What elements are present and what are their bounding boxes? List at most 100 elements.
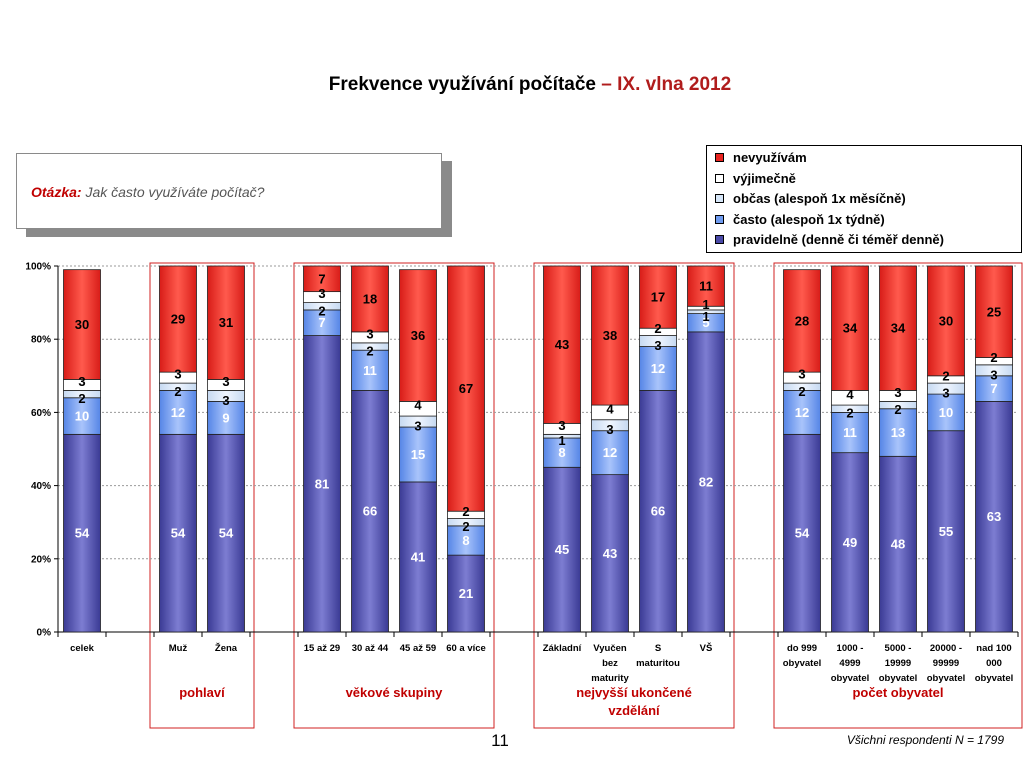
- category-label: obyvatel: [927, 673, 966, 684]
- bar-segment: [303, 265, 341, 293]
- data-label: 2: [174, 384, 181, 399]
- bar-segment: [159, 433, 197, 633]
- y-tick-label: 80%: [31, 335, 51, 346]
- bar-segment: [447, 525, 485, 556]
- data-label: 3: [606, 422, 613, 437]
- group-label: vzdělání: [608, 703, 660, 718]
- data-label: 43: [555, 337, 569, 352]
- bar-segment: [927, 393, 965, 432]
- bar-segment: [399, 481, 437, 633]
- legend-swatch: [715, 153, 724, 162]
- data-label: 2: [462, 504, 469, 519]
- bar-segment: [783, 390, 821, 435]
- group-frame: [533, 262, 735, 729]
- data-label: 4: [606, 401, 614, 416]
- data-label: 67: [459, 381, 473, 396]
- footnote: Všichni respondenti N = 1799: [846, 733, 1004, 747]
- data-label: 34: [891, 321, 906, 336]
- data-label: 4: [414, 398, 422, 413]
- data-label: 8: [558, 445, 565, 460]
- data-label: 2: [78, 391, 85, 406]
- bar-segment: [351, 265, 389, 333]
- data-label: 3: [414, 419, 421, 434]
- bar-segment: [543, 265, 581, 424]
- data-label: 9: [222, 410, 229, 425]
- bar-segment: [927, 265, 965, 377]
- data-label: 12: [795, 405, 809, 420]
- group-label: nejvyšší ukončené: [576, 685, 692, 700]
- category-label: bez: [602, 658, 618, 669]
- data-label: 2: [654, 321, 661, 336]
- data-label: 21: [459, 586, 473, 601]
- data-label: 49: [843, 535, 857, 550]
- data-label: 4: [846, 387, 854, 402]
- data-label: 3: [174, 367, 181, 382]
- data-label: 2: [462, 519, 469, 534]
- category-label: 45 až 59: [400, 643, 436, 654]
- legend-swatch: [715, 194, 724, 203]
- bar-segment: [63, 433, 101, 633]
- data-label: 3: [366, 326, 373, 341]
- question-text: Jak často využíváte počítač?: [85, 184, 265, 200]
- data-label: 34: [843, 321, 858, 336]
- bar-segment: [159, 390, 197, 435]
- category-label: 99999: [933, 658, 959, 669]
- bar-segment: [687, 331, 725, 633]
- data-label: 54: [219, 526, 234, 541]
- question-label: Otázka:: [31, 184, 82, 200]
- bar-segment: [591, 474, 629, 633]
- bar-segment: [783, 433, 821, 633]
- data-label: 18: [363, 291, 377, 306]
- y-tick-label: 0%: [37, 628, 52, 639]
- data-label: 3: [222, 393, 229, 408]
- bar-segment: [207, 433, 245, 633]
- group-frame: [773, 262, 1023, 729]
- data-label: 2: [990, 350, 997, 365]
- y-tick-label: 60%: [31, 408, 51, 419]
- group-label: pohlaví: [179, 685, 225, 700]
- bar-segment: [63, 269, 101, 380]
- category-label: obyvatel: [783, 658, 822, 669]
- data-label: 63: [987, 509, 1001, 524]
- bar-segment: [63, 397, 101, 435]
- bar-segment: [639, 265, 677, 329]
- legend-label: výjimečně: [733, 170, 796, 186]
- category-label: obyvatel: [831, 673, 870, 684]
- data-label: 3: [558, 418, 565, 433]
- legend-item: často (alespoň 1x týdně): [715, 212, 1021, 233]
- data-label: 30: [75, 317, 89, 332]
- category-label: Základní: [543, 643, 582, 654]
- bar-segment: [159, 265, 197, 373]
- category-label: 20000 -: [930, 643, 962, 654]
- bar-segment: [687, 265, 725, 307]
- data-label: 1: [558, 433, 565, 448]
- bar-segment: [543, 437, 581, 468]
- category-label: VŠ: [700, 642, 713, 654]
- data-label: 12: [171, 405, 185, 420]
- category-label: do 999: [787, 643, 817, 654]
- question-box: Otázka: Jak často využíváte počítač?: [16, 153, 442, 229]
- bar-segment: [591, 430, 629, 476]
- bar-segment: [207, 265, 245, 380]
- legend-item: výjimečně: [715, 170, 1021, 192]
- legend-label: občas (alespoň 1x měsíčně): [733, 191, 906, 206]
- data-label: 5: [702, 315, 709, 330]
- legend-item: pravidelně (denně či téměř denně): [715, 232, 1021, 253]
- data-label: 2: [846, 406, 853, 421]
- data-label: 11: [363, 363, 377, 378]
- bar-segment: [639, 390, 677, 633]
- bar-segment: [303, 335, 341, 633]
- bar-segment: [591, 265, 629, 406]
- bar-segment: [399, 269, 437, 402]
- category-label: obyvatel: [975, 673, 1014, 684]
- category-label: 1000 -: [837, 643, 864, 654]
- category-label: Žena: [215, 642, 238, 654]
- data-label: 17: [651, 290, 665, 305]
- category-label: maturity: [591, 673, 629, 684]
- data-label: 11: [843, 425, 857, 440]
- data-label: 15: [411, 447, 425, 462]
- bar-segment: [879, 455, 917, 633]
- bar-segment: [927, 430, 965, 633]
- title-highlight: – IX. vlna 2012: [601, 74, 732, 95]
- data-label: 2: [942, 368, 949, 383]
